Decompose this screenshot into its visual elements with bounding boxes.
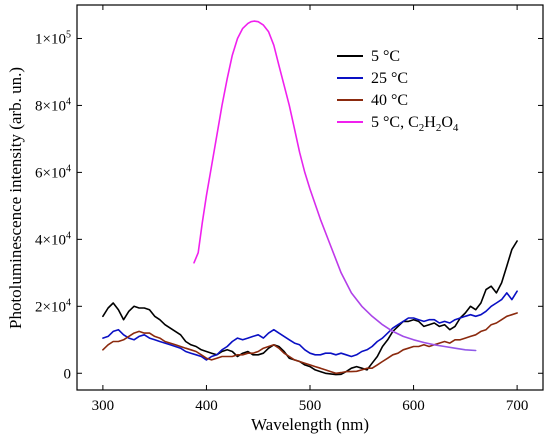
plot-frame <box>76 4 544 391</box>
y-tick-label: 0 <box>64 366 72 382</box>
y-tick-label: 6×104 <box>35 163 71 181</box>
x-tick-label: 600 <box>402 398 425 414</box>
y-axis-label: Photoluminescence intensity (arb. un.) <box>6 67 25 329</box>
y-tick-label: 4×104 <box>35 230 71 248</box>
x-tick-label: 400 <box>195 398 218 414</box>
series-line-2 <box>102 312 518 375</box>
legend: 5 °C 25 °C 40 °C 5 °C, C2H2O4 <box>337 48 459 134</box>
series-line-1 <box>102 290 518 361</box>
legend-label-2: 40 °C <box>371 92 408 109</box>
legend-label-1: 25 °C <box>371 70 408 87</box>
x-tick-label: 700 <box>506 398 529 414</box>
x-tick-label: 500 <box>299 398 322 414</box>
axis-ticks: 300 400 500 600 700 0 2×104 4×104 6×104 8×104 1×10… <box>35 5 543 414</box>
legend-label-3: 5 °C, C2H2O4 <box>371 114 459 134</box>
x-axis-label: Wavelength (nm) <box>251 415 369 434</box>
legend-label-0: 5 °C <box>371 48 400 65</box>
x-tick-label: 300 <box>92 398 115 414</box>
y-tick-label: 8×104 <box>35 96 71 114</box>
y-tick-label: 1×105 <box>35 29 71 47</box>
series-layer <box>102 20 518 376</box>
series-line-0 <box>102 240 518 376</box>
series-line-3 <box>193 20 477 352</box>
y-tick-label: 2×104 <box>35 297 71 315</box>
